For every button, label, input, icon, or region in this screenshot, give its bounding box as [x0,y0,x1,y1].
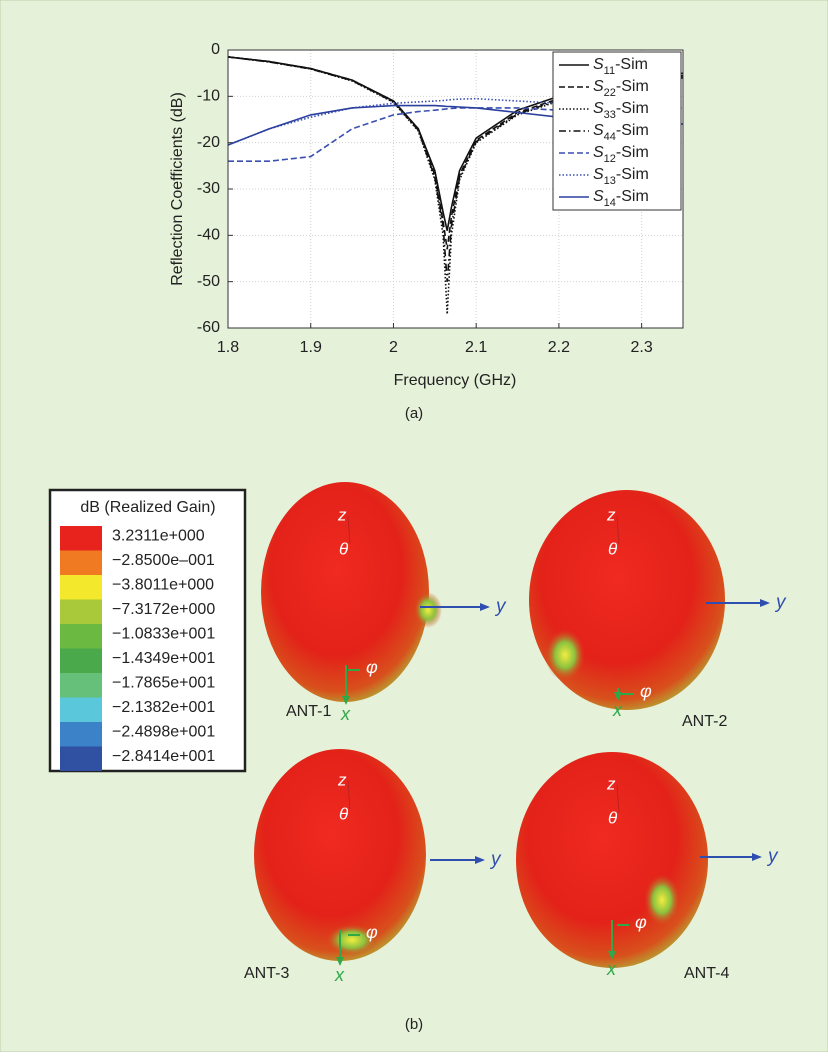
figure: 0-10-20-30-40-50-601.81.922.12.22.3S11-S… [0,0,828,1052]
colorbar-label: −3.8011e+000 [112,576,214,593]
colorbar-label: −2.1382e+001 [112,699,215,716]
axis-letter: φ [366,922,378,942]
colorbar-label: −2.8414e+001 [112,748,215,765]
y-tick-label: -60 [197,319,220,336]
page: {"chart_data": {"type": "line", "y_label… [0,0,828,1052]
axis-letter: y [774,592,787,613]
x-axis-label: Frequency (GHz) [394,372,517,389]
axis-letter: x [340,704,351,724]
antenna-label: ANT-3 [244,965,289,982]
colorbar-swatch [60,575,102,600]
antenna-label: ANT-2 [682,713,727,730]
y-tick-label: -30 [197,180,220,197]
axis-letter: z [337,770,347,789]
axis-letter: z [337,505,347,524]
colorbar-label: −1.7865e+001 [112,674,215,691]
x-tick-label: 2.2 [548,339,570,356]
colorbar-label: −2.8500e–001 [112,552,215,569]
null [414,592,442,628]
colorbar-swatch [60,698,102,723]
colorbar-label: 3.2311e+000 [112,527,205,544]
y-tick-label: -40 [197,227,220,244]
x-tick-label: 1.8 [217,339,239,356]
axis-letter: x [606,959,617,979]
colorbar: dB (Realized Gain) 3.2311e+000 −2.8500e–00… [50,490,245,771]
x-tick-label: 2.1 [465,339,487,356]
colorbar-swatch [60,624,102,649]
colorbar-label: −2.4898e+001 [112,723,215,740]
x-tick-label: 2.3 [631,339,653,356]
colorbar-swatch [60,747,102,772]
axis-letter: φ [635,912,647,932]
null [545,629,585,681]
axis-letter: x [612,700,623,720]
colorbar-swatch [60,551,102,576]
y-tick-label: -10 [197,88,220,105]
colorbar-title: dB (Realized Gain) [80,499,215,516]
axis-letter: θ [608,539,618,558]
antenna-label: ANT-1 [286,703,331,720]
panel-label: (b) [405,1016,423,1033]
axis-letter: y [766,846,779,867]
x-tick-label: 2 [389,339,398,356]
x-tick-label: 1.9 [300,339,322,356]
colorbar-swatch [60,673,102,698]
colorbar-label: −7.3172e+000 [112,601,215,618]
colorbar-swatch [60,649,102,674]
axis-letter: x [334,965,345,985]
null [644,874,680,926]
panel-label: (a) [405,405,423,422]
y-axis-label: Reflection Coefficients (dB) [169,92,186,286]
axis-letter: θ [339,804,349,823]
y-tick-label: -50 [197,273,220,290]
colorbar-label: −1.4349e+001 [112,650,215,667]
axis-letter: θ [608,808,618,827]
axis-letter: φ [640,681,652,701]
axis-letter: θ [339,539,349,558]
axis-letter: y [494,596,507,617]
colorbar-swatch [60,722,102,747]
axis-letter: z [606,505,616,524]
y-tick-label: 0 [211,41,220,58]
colorbar-label: −1.0833e+001 [112,625,215,642]
antenna-label: ANT-4 [684,965,729,982]
colorbar-swatch [60,600,102,625]
axis-letter: φ [366,657,378,677]
y-tick-label: -20 [197,134,220,151]
colorbar-swatch [60,526,102,551]
axis-letter: z [606,774,616,793]
axis-letter: y [489,849,502,870]
